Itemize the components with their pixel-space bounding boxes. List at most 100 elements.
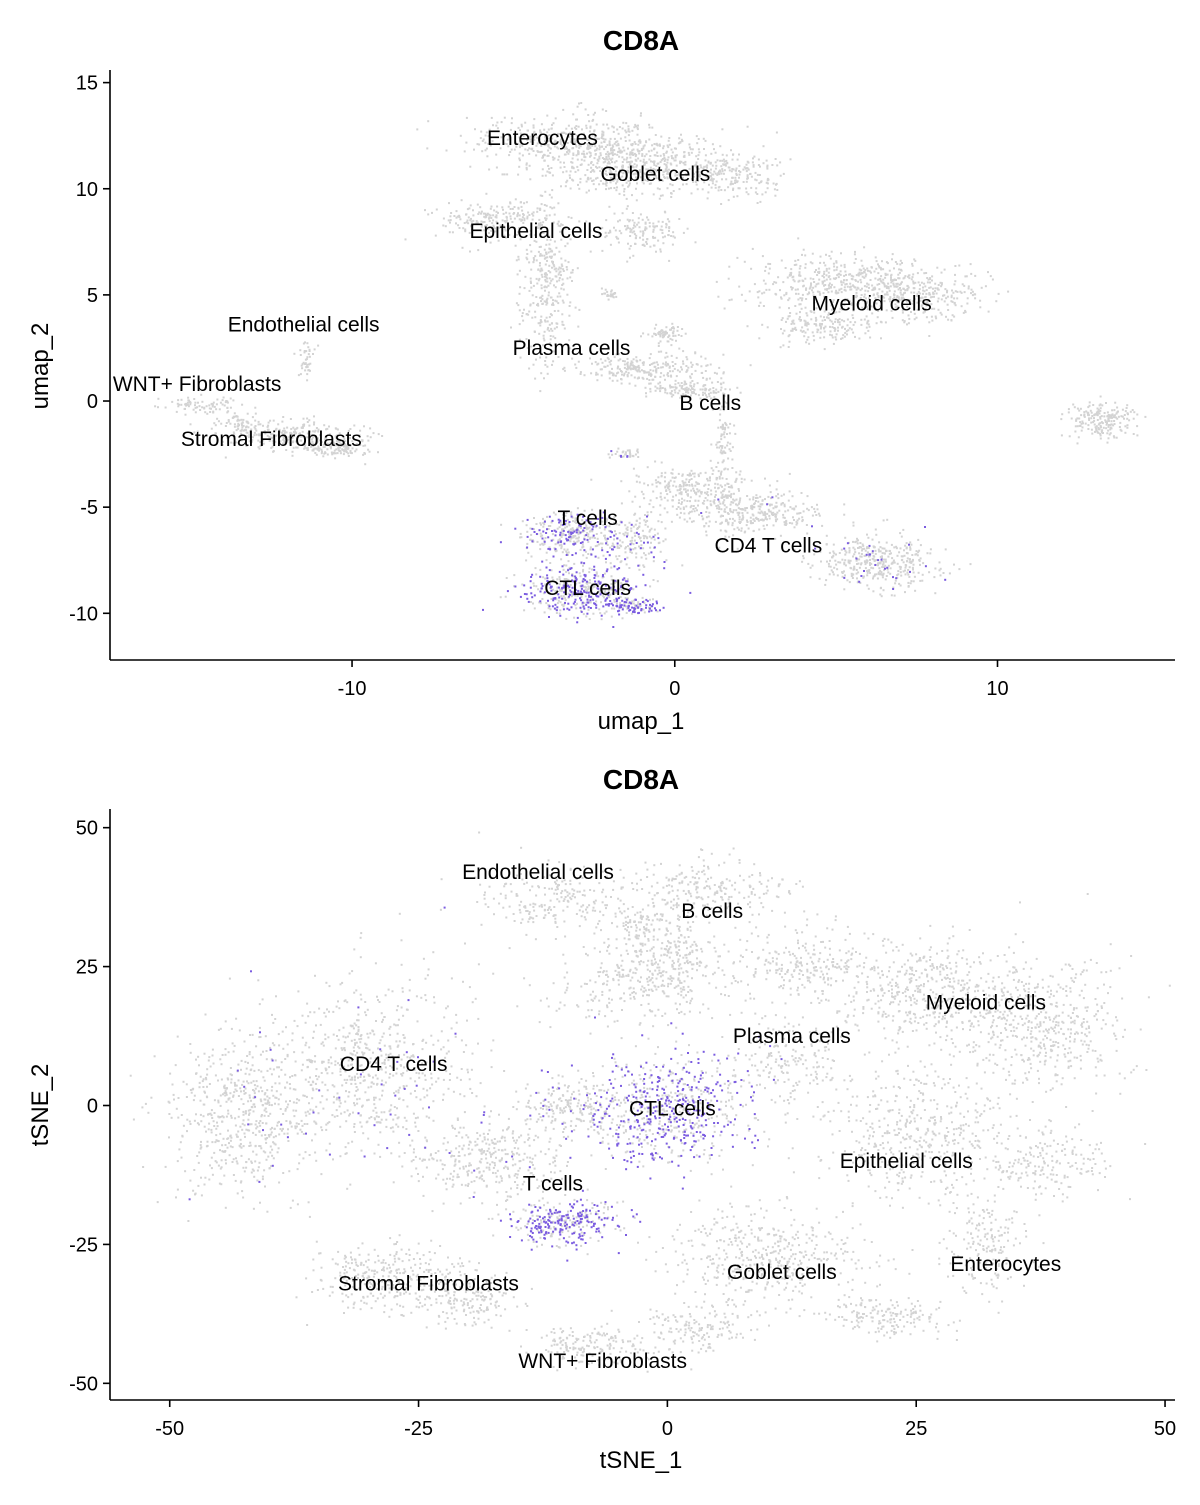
umap-cell-point xyxy=(731,158,734,161)
umap-cell-point xyxy=(627,171,630,174)
umap-cell-point xyxy=(663,507,666,510)
umap-cell-point xyxy=(750,175,753,178)
umap-cell-point xyxy=(470,225,473,228)
umap-cell-point xyxy=(601,249,604,252)
umap-cell-point xyxy=(722,381,725,384)
umap-cell-point xyxy=(762,279,765,282)
umap-cell-point xyxy=(588,130,591,133)
umap-cell-point xyxy=(1081,426,1084,429)
umap-cell-point xyxy=(806,321,809,324)
umap-cell-point xyxy=(574,170,577,173)
umap-cell-point xyxy=(722,433,725,436)
umap-cell-point xyxy=(515,145,518,148)
umap-cell-point xyxy=(808,287,811,290)
umap-cell-point xyxy=(588,530,591,533)
umap-cell-point xyxy=(570,127,573,130)
umap-cell-point xyxy=(774,158,777,160)
umap-cell-point xyxy=(832,322,834,325)
umap-cell-point xyxy=(625,207,628,210)
umap-cell-point xyxy=(213,422,216,425)
umap-cell-point xyxy=(642,238,645,241)
umap-cell-point xyxy=(789,312,792,314)
umap-cell-point xyxy=(783,294,786,297)
umap-cell-point xyxy=(715,505,718,507)
umap-cell-point xyxy=(919,292,922,295)
umap-cell-point xyxy=(577,151,580,154)
umap-cell-point xyxy=(815,323,817,326)
umap-cell-point xyxy=(539,324,542,327)
umap-cell-point xyxy=(561,323,564,326)
umap-cell-point xyxy=(517,231,520,234)
umap-cell-point xyxy=(953,315,956,318)
umap-cell-point xyxy=(889,567,892,570)
umap-cell-point xyxy=(526,347,529,350)
umap-cell-point xyxy=(584,108,587,111)
umap-cell-point xyxy=(745,191,748,194)
umap-cell-point xyxy=(900,281,903,284)
umap-cell-point xyxy=(653,176,656,179)
umap-cell-point xyxy=(1109,424,1112,426)
umap-cell-point xyxy=(649,171,652,174)
umap-cell-point xyxy=(590,166,593,169)
umap-cell-point xyxy=(911,276,914,279)
umap-cell-point xyxy=(548,193,551,196)
umap-cell-point xyxy=(546,320,549,323)
umap-cell-point xyxy=(823,316,825,319)
umap-cell-point xyxy=(551,278,554,281)
umap-cell-point xyxy=(639,359,642,362)
umap-cell-point xyxy=(632,455,635,458)
umap-cell-point xyxy=(594,111,596,114)
umap-cell-point xyxy=(979,299,982,302)
umap-cell-point xyxy=(488,128,491,131)
umap-cell-point xyxy=(642,332,645,335)
umap-cell-point xyxy=(709,162,712,165)
umap-cell-point xyxy=(535,154,538,157)
umap-cell-point xyxy=(746,160,749,163)
umap-cell-point xyxy=(683,383,686,386)
umap-cell-point xyxy=(892,299,895,302)
umap-cell-point xyxy=(628,130,631,133)
umap-cell-point xyxy=(729,503,732,506)
umap-cell-point xyxy=(545,559,548,562)
umap-cell-point xyxy=(638,505,641,508)
umap-cell-point xyxy=(738,164,741,167)
umap-cell-point xyxy=(545,204,548,207)
umap-cell-point xyxy=(544,272,547,275)
umap-cell-point xyxy=(544,537,547,539)
umap-cell-point xyxy=(611,177,614,180)
umap-cell-point xyxy=(879,266,882,269)
umap-cell-point xyxy=(542,221,545,224)
umap-cell-point xyxy=(648,503,651,506)
umap-cell-point xyxy=(540,315,543,318)
umap-cell-point xyxy=(528,214,531,216)
umap-cell-point xyxy=(702,167,705,170)
umap-cell-point xyxy=(523,217,526,220)
umap-cell-point xyxy=(549,206,552,209)
umap-cell-point xyxy=(951,289,953,292)
umap-cell-point xyxy=(1126,424,1129,427)
umap-cell-point xyxy=(554,286,557,289)
umap-cell-point xyxy=(909,299,911,302)
umap-cell-point xyxy=(549,338,552,341)
umap-cell-point xyxy=(519,356,522,359)
umap-cell-point xyxy=(791,329,794,332)
umap-cell-point xyxy=(934,287,937,290)
umap-cell-point xyxy=(731,467,734,469)
umap-cell-point xyxy=(649,369,652,372)
umap-cell-point xyxy=(541,194,544,197)
umap-cell-point xyxy=(627,180,630,182)
umap-cell-point xyxy=(1083,411,1086,414)
umap-cell-point xyxy=(673,389,676,392)
umap-cell-point xyxy=(572,113,575,116)
umap-cell-point xyxy=(657,342,660,345)
umap-cell-point xyxy=(846,579,849,582)
umap-cell-point xyxy=(714,495,716,498)
umap-cell-point xyxy=(828,284,830,287)
umap-cell-point xyxy=(607,358,610,361)
umap-cell-point xyxy=(776,164,779,167)
umap-cell-point xyxy=(552,221,555,224)
umap-cell-point xyxy=(943,300,946,303)
umap-cell-point xyxy=(1113,416,1115,419)
umap-cell-point xyxy=(801,279,804,282)
umap-cell-point xyxy=(518,323,521,326)
